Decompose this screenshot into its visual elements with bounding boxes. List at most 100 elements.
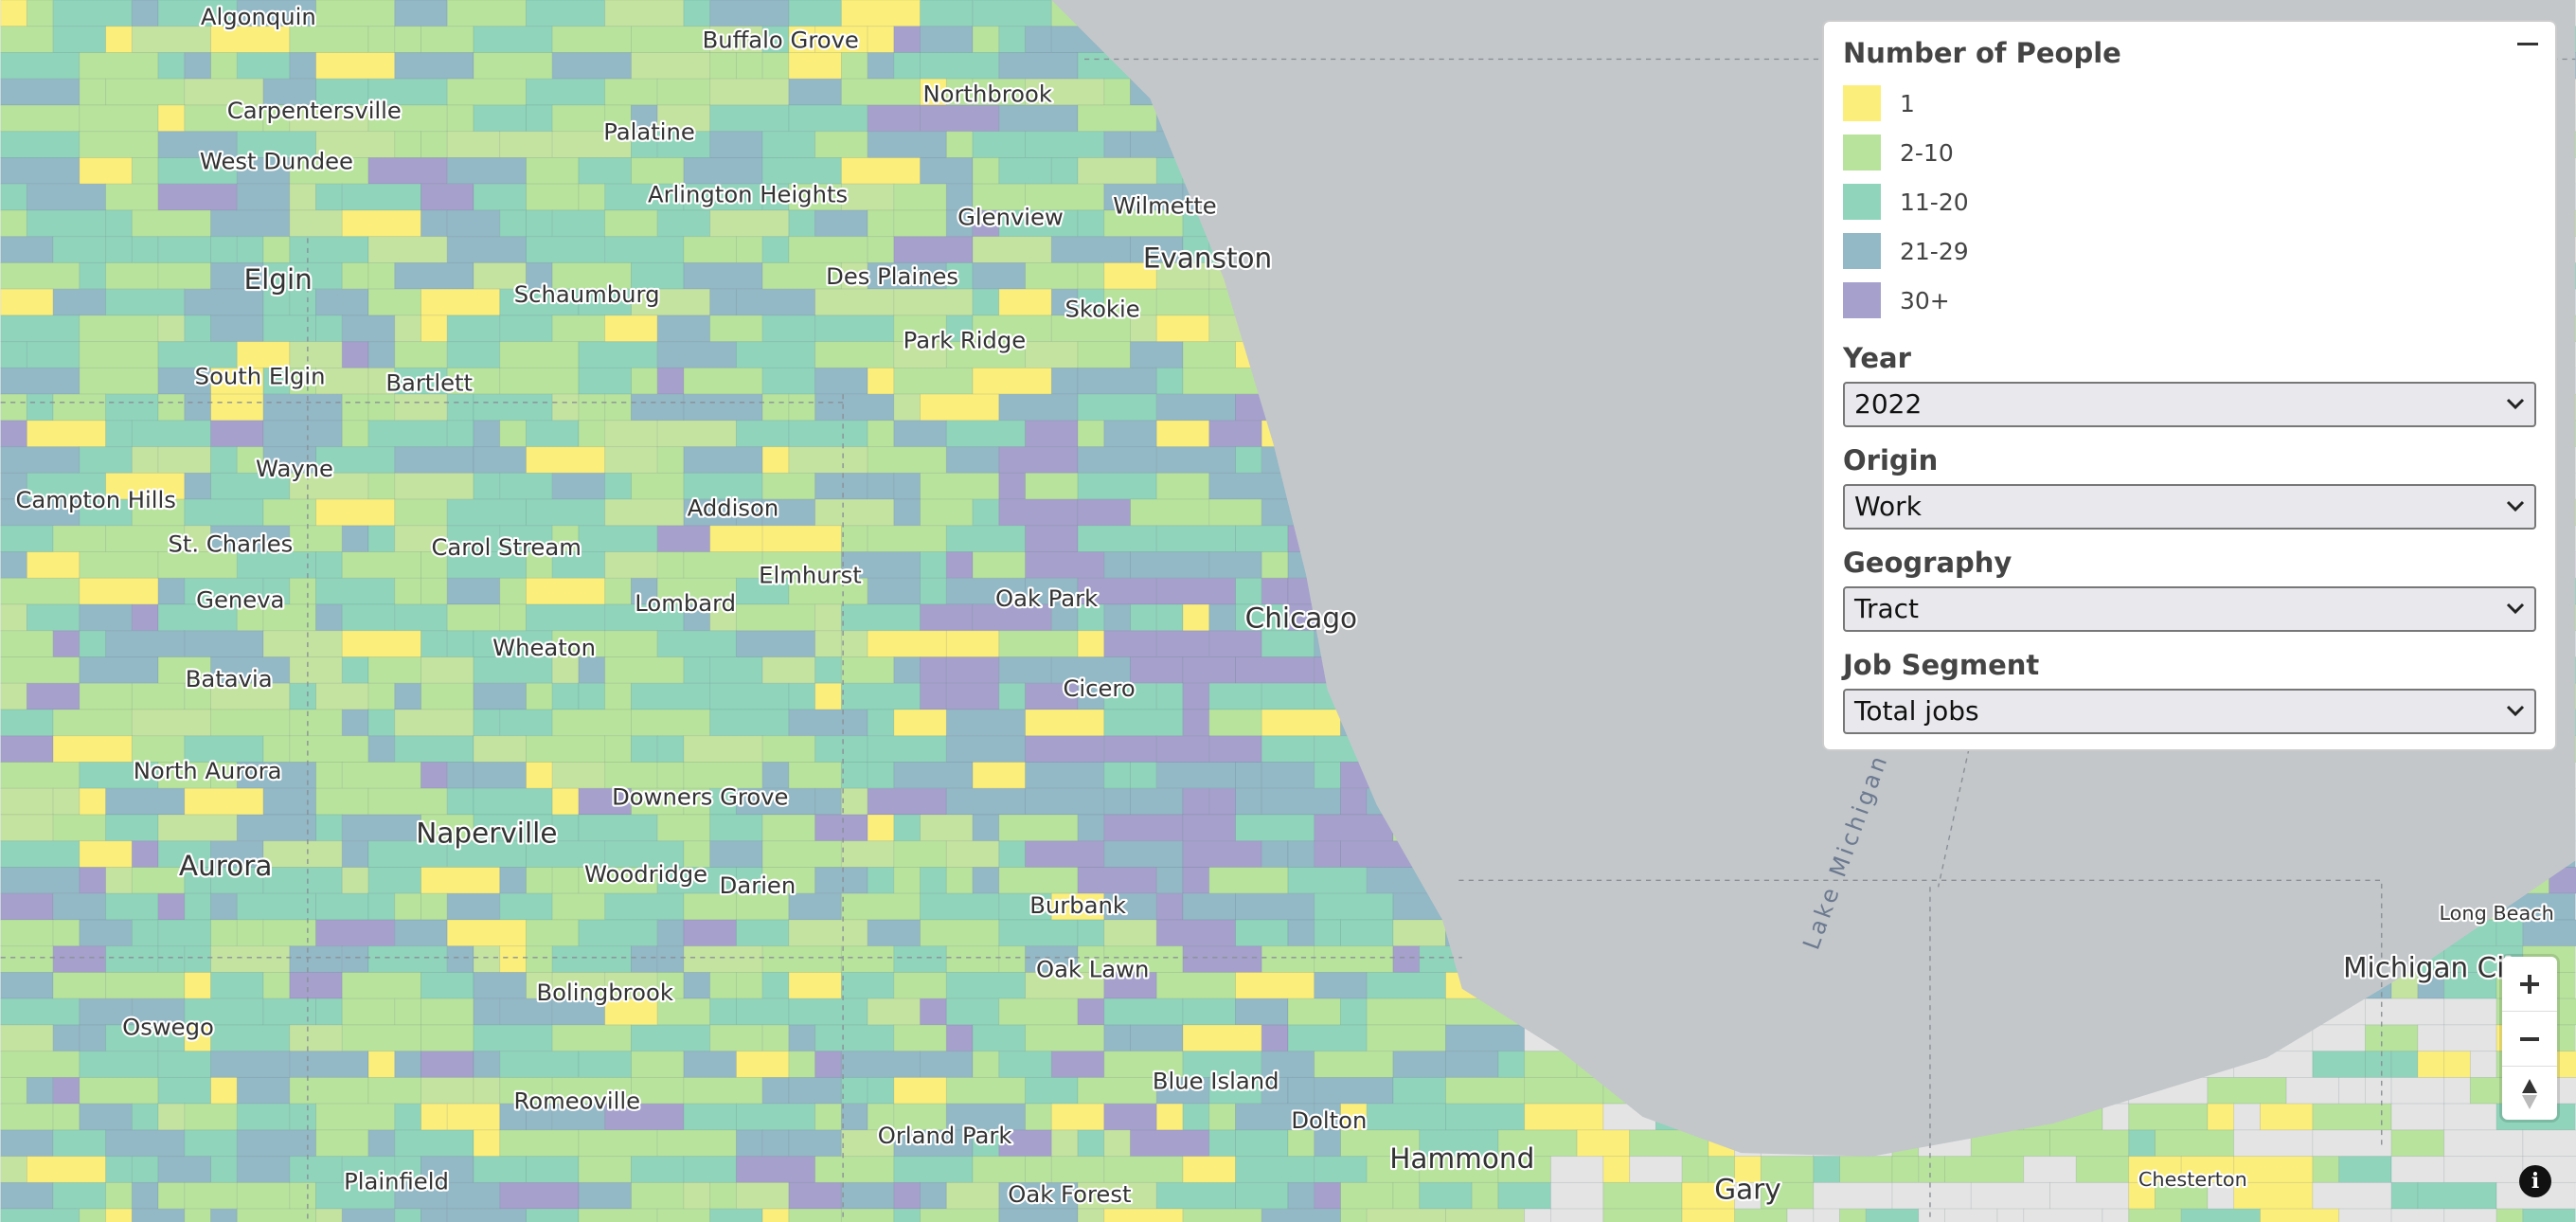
tract [709, 104, 790, 133]
tract [315, 183, 343, 211]
tract [420, 1103, 448, 1131]
minimize-button[interactable] [2517, 43, 2538, 45]
tract [1130, 498, 1210, 527]
tract [315, 551, 343, 579]
tract [998, 472, 1027, 500]
tract [788, 1181, 842, 1210]
tract [526, 919, 580, 947]
tract [1103, 682, 1157, 710]
place-label: Blue Island [1153, 1068, 1279, 1095]
tract [236, 341, 291, 368]
legend-item: 11-20 [1843, 177, 2536, 226]
tract [1103, 1129, 1131, 1158]
tract [420, 1208, 448, 1222]
tract [972, 288, 1000, 316]
tract [814, 1051, 842, 1078]
dropdown[interactable]: Total jobs [1843, 689, 2536, 734]
tract [236, 919, 264, 947]
tract [709, 682, 790, 710]
tract [473, 945, 501, 973]
tract [551, 762, 606, 789]
zoom-out[interactable] [2502, 1012, 2557, 1067]
tract [526, 762, 553, 789]
tract [631, 682, 711, 710]
tract [893, 1181, 921, 1210]
tract [315, 762, 343, 789]
tract [262, 236, 291, 263]
tract [394, 919, 448, 947]
tract [1497, 1129, 1578, 1158]
tract [1208, 867, 1289, 894]
place-label: Carol Stream [431, 533, 581, 561]
tract [893, 52, 921, 80]
tract [446, 551, 527, 579]
zoom-in[interactable] [2502, 957, 2557, 1012]
tract [2180, 1208, 2261, 1222]
tract [551, 314, 606, 343]
tract [709, 814, 763, 842]
tract [1208, 1103, 1236, 1131]
dropdown[interactable]: Tract [1843, 586, 2536, 632]
tract [2128, 1103, 2209, 1131]
dropdown-value: Tract [1854, 593, 1920, 624]
tract [631, 472, 685, 500]
tract [788, 682, 816, 710]
tract [656, 420, 737, 448]
tract [683, 656, 711, 684]
place-label: Glenview [957, 204, 1064, 231]
tract [1155, 393, 1236, 422]
tract [1182, 945, 1262, 973]
place-label: Evanston [1143, 243, 1272, 275]
tract [788, 393, 816, 422]
compass[interactable] [2502, 1067, 2557, 1121]
legend-swatch [1843, 85, 1881, 121]
tract [289, 972, 343, 999]
tract [551, 709, 632, 737]
tract [367, 1076, 421, 1105]
tract [1208, 735, 1262, 763]
tract [499, 288, 580, 316]
tract [998, 52, 1079, 80]
tract [551, 867, 580, 894]
tract [105, 1129, 186, 1158]
tract [236, 0, 316, 27]
dropdown[interactable]: 2022 [1843, 382, 2536, 427]
tract [1025, 709, 1105, 737]
tract [2496, 1208, 2524, 1222]
tract [1077, 682, 1105, 710]
tract [551, 393, 580, 422]
tract [551, 656, 580, 684]
tract [1497, 1181, 1551, 1210]
tract [446, 314, 501, 343]
tract [526, 551, 553, 579]
tract [315, 288, 369, 316]
tract [2128, 1129, 2156, 1158]
tract [2338, 1208, 2392, 1222]
tract [1077, 997, 1105, 1026]
tract [0, 157, 80, 185]
tract [551, 787, 580, 816]
tract [2049, 1181, 2130, 1210]
tract [1208, 472, 1289, 500]
tract [420, 656, 474, 684]
tract [157, 52, 186, 80]
tract [79, 1024, 107, 1052]
dropdown[interactable]: Work [1843, 484, 2536, 530]
tract [1235, 525, 1289, 553]
tract [656, 209, 711, 238]
tract [1261, 840, 1289, 868]
attribution-button[interactable]: i [2519, 1165, 2551, 1197]
tract [1392, 945, 1421, 973]
tract [105, 972, 186, 999]
place-label: Chesterton [2138, 1168, 2247, 1191]
tract [867, 919, 921, 947]
tract [367, 867, 421, 894]
tract [761, 840, 842, 868]
tract [499, 314, 553, 343]
tract [1155, 446, 1236, 474]
tract [1235, 892, 1315, 921]
tract [446, 525, 501, 553]
tract [420, 131, 448, 158]
tract [0, 762, 80, 789]
tract [2364, 1076, 2392, 1105]
